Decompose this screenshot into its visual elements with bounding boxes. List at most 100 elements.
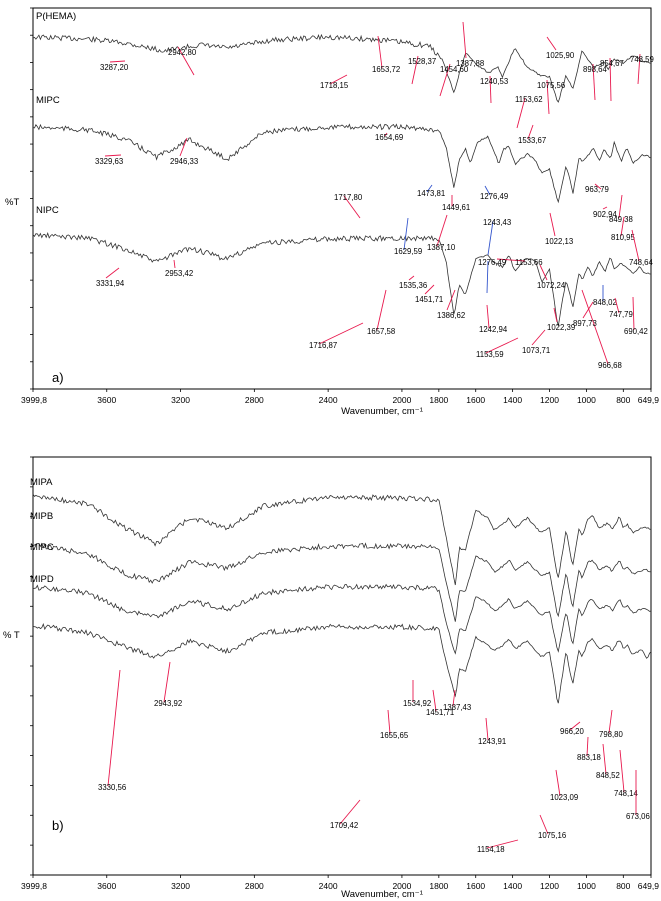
x-tick-label: 1000 [577,395,596,405]
peak-leader-line [549,212,556,237]
panel-b: 3999,8 3600 3200 2800 2400 2000 1800 1600 1400 12… [3,456,659,900]
peak-label: 883,18 [577,753,601,762]
trace-label: NIPC [36,205,59,216]
peak-label: 1654,69 [375,133,403,142]
peak-label: 897,73 [573,319,597,328]
peak-leader-line [592,63,596,101]
peak-label: 1075,56 [537,81,565,90]
peak-label: 1655,65 [380,731,409,740]
peak-label: 748,64 [629,258,654,267]
peak-leader-line [484,185,491,196]
peak-label: 898,64 [583,65,608,74]
trace-label: MIPB [30,511,53,522]
trace-label: P(HEMA) [36,11,76,22]
peak-label: 1473,81 [417,189,445,198]
peak-leader-line [531,329,546,346]
peak-label: 1449,61 [442,203,470,212]
trace-label: MIPC [36,95,60,106]
peak-leader-line [439,63,451,97]
peak-label: 748,59 [630,55,654,64]
peak-leader-line [546,79,550,115]
y-axis-title: %T [5,197,19,208]
peak-label: 1023,09 [550,793,578,802]
peak-leader-line [485,337,519,354]
peak-label: 3329,63 [95,157,123,166]
x-tick-label: 1400 [503,395,522,405]
peak-leader-line [620,216,625,237]
x-tick-label: 1000 [577,881,596,891]
x-tick-label: 649,9 [638,395,660,405]
peak-leader-line [426,184,433,193]
panel-label: a) [52,370,64,385]
x-tick-label: 1800 [429,881,448,891]
series-line-mipb [32,542,652,622]
peak-leader-line [516,97,526,129]
peak-leader-line [487,220,494,256]
peak-leader-line [177,46,195,76]
peak-leader-line [602,743,607,775]
peak-label: 848,02 [593,298,617,307]
peak-leader-line [553,307,558,323]
peak-leader-line [173,259,176,269]
x-tick-label: 3600 [97,881,116,891]
peak-leader-line [107,669,121,787]
peak-leader-line [452,689,456,707]
peak-leader-line [343,195,361,219]
x-tick-label: 1400 [503,881,522,891]
peak-leader-line [329,74,348,85]
peak-leader-line [496,258,526,262]
peak-leader-line [384,132,388,137]
peak-label: 1717,80 [334,193,363,202]
peak-label: 1240,53 [480,77,508,86]
peak-label: 1709,42 [330,821,358,830]
peak-leader-line [486,260,489,294]
x-tick-label: 1600 [466,395,485,405]
peak-label: 1387,43 [443,703,471,712]
peak-label: 3287,20 [100,63,129,72]
peak-label: 1533,67 [518,136,546,145]
peak-label: 1072,24 [537,281,566,290]
peak-label: 747,79 [609,310,633,319]
peak-label: 1153,59 [476,350,504,359]
peak-label: 966,68 [598,361,622,370]
peak-label: 2943,92 [154,699,182,708]
peak-label: 3330,56 [98,783,126,792]
x-tick-label: 3999,8 [21,395,47,405]
series-line-mipc [32,583,652,655]
peak-label: 1454,60 [440,65,469,74]
x-tick-label: 3999,8 [21,881,47,891]
y-axis-title: % T [3,630,20,641]
peak-label: 1534,92 [403,699,431,708]
peak-leader-line [594,183,602,190]
series-line-mipd [32,623,652,704]
x-tick-label: 2000 [392,395,411,405]
plot-frame [32,456,652,876]
peak-leader-line [446,289,456,311]
panel-label: b) [52,818,64,833]
peak-label: 2953,42 [165,269,193,278]
x-tick-label: 1800 [429,395,448,405]
series-line-p-hema- [32,33,652,103]
peak-label: 1528,37 [408,57,436,66]
peak-leader-line [105,267,120,279]
peak-label: 2946,33 [170,157,198,166]
panel-a: 3999,8 3600 3200 2800 2400 2000 1800 1600 1400 12… [5,7,660,417]
peak-leader-line [609,57,612,102]
peak-label: 3331,94 [96,279,125,288]
peak-label: 798,80 [599,730,624,739]
peak-label: 1153,66 [515,258,543,267]
peak-label: 1716,87 [309,341,337,350]
peak-leader-line [486,839,519,849]
peak-leader-line [403,217,409,251]
peak-label: 1075,16 [538,831,566,840]
peak-label: 1451,71 [415,295,443,304]
peak-leader-line [619,749,625,793]
trace-label: MIPC [30,542,54,553]
peak-leader-line [489,75,492,104]
peak-label: 1242,94 [479,325,508,334]
x-tick-label: 1200 [540,881,559,891]
series-line-nipc [32,231,652,327]
peak-label: 848,52 [596,771,620,780]
peak-label: 1073,71 [522,346,550,355]
